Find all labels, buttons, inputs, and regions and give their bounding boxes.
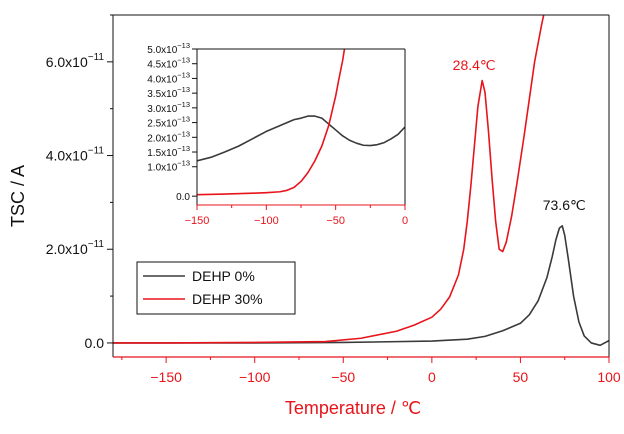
x-tick-label: −100 bbox=[239, 369, 271, 385]
inset-y-tick-label: 1.5x10−13 bbox=[147, 144, 190, 159]
inset-series-line-dehp-30 bbox=[197, 49, 346, 196]
inset-y-tick-label: 3.5x10−13 bbox=[147, 85, 190, 100]
inset-y-tick-mantissa: 2.5x10 bbox=[147, 119, 177, 130]
series-line-dehp-30 bbox=[113, 15, 545, 344]
inset-y-tick-label: 0.0 bbox=[176, 192, 190, 203]
inset-y-tick-exponent: −13 bbox=[177, 115, 190, 124]
y-tick-label: 4.0x10−11 bbox=[46, 146, 105, 164]
y-tick-mantissa: 2.0x10 bbox=[46, 241, 88, 257]
x-tick-label: −50 bbox=[331, 369, 355, 385]
inset-y-tick-mantissa: 2.0x10 bbox=[147, 133, 177, 144]
inset-y-tick-label: 5.0x10−13 bbox=[147, 41, 190, 56]
inset-y-tick-exponent: −13 bbox=[177, 100, 190, 109]
inset-y-tick-exponent: −13 bbox=[177, 129, 190, 138]
inset-y-tick-label: 2.5x10−13 bbox=[147, 115, 190, 130]
y-tick-mantissa: 6.0x10 bbox=[46, 54, 88, 70]
y-tick-label: 0.0 bbox=[85, 335, 105, 351]
inset-y-tick-exponent: −13 bbox=[177, 70, 190, 79]
y-tick-mantissa: 0.0 bbox=[85, 335, 105, 351]
series-line-dehp-0 bbox=[113, 225, 609, 347]
inset-y-tick-mantissa: 0.0 bbox=[176, 192, 190, 203]
y-tick-exponent: −11 bbox=[88, 52, 105, 63]
inset-y-tick-exponent: −13 bbox=[177, 85, 190, 94]
inset-y-tick-exponent: −13 bbox=[177, 41, 190, 50]
legend-box bbox=[136, 261, 296, 315]
inset-y-tick-mantissa: 5.0x10 bbox=[147, 45, 177, 56]
x-tick-label: 0 bbox=[428, 369, 436, 385]
x-tick-label: 50 bbox=[513, 369, 529, 385]
inset-x-tick-label: −150 bbox=[185, 215, 210, 227]
y-tick-label: 6.0x10−11 bbox=[46, 52, 105, 70]
legend-label: DEHP 30% bbox=[192, 291, 263, 307]
inset-y-tick-label: 4.0x10−13 bbox=[147, 70, 190, 85]
peak-annotation-73: 73.6℃ bbox=[543, 197, 586, 213]
inset-y-tick-mantissa: 1.5x10 bbox=[147, 148, 177, 159]
inset-y-tick-label: 4.5x10−13 bbox=[147, 56, 190, 71]
inset-series-line-dehp-0 bbox=[197, 115, 405, 162]
inset-background bbox=[197, 49, 405, 205]
y-tick-label: 2.0x10−11 bbox=[46, 239, 105, 257]
x-axis-title: Temperature / ℃ bbox=[285, 398, 421, 418]
inset-y-tick-exponent: −13 bbox=[177, 159, 190, 168]
y-axis-title: TSC / A bbox=[8, 165, 28, 227]
x-tick-label: 100 bbox=[597, 369, 621, 385]
inset-y-tick-mantissa: 4.0x10 bbox=[147, 74, 177, 85]
inset-y-tick-label: 1.0x10−13 bbox=[147, 159, 190, 174]
y-tick-exponent: −11 bbox=[88, 239, 105, 250]
inset-y-tick-exponent: −13 bbox=[177, 144, 190, 153]
y-tick-exponent: −11 bbox=[88, 146, 105, 157]
inset-y-tick-mantissa: 1.0x10 bbox=[147, 163, 177, 174]
inset-y-tick-mantissa: 3.0x10 bbox=[147, 104, 177, 115]
legend-label: DEHP 0% bbox=[192, 268, 255, 284]
x-tick-label: −150 bbox=[150, 369, 182, 385]
inset-y-tick-label: 3.0x10−13 bbox=[147, 100, 190, 115]
legend: DEHP 0% DEHP 30% bbox=[136, 261, 296, 315]
peak-annotation-28: 28.4℃ bbox=[453, 57, 496, 73]
y-tick-mantissa: 4.0x10 bbox=[46, 148, 88, 164]
inset-x-tick-label: −100 bbox=[254, 215, 279, 227]
inset-y-tick-label: 2.0x10−13 bbox=[147, 129, 190, 144]
inset-y-tick-exponent: −13 bbox=[177, 56, 190, 65]
inset-x-tick-label: 0 bbox=[402, 215, 408, 227]
inset-x-tick-label: −50 bbox=[326, 215, 345, 227]
inset-y-tick-mantissa: 3.5x10 bbox=[147, 89, 177, 100]
inset-y-tick-mantissa: 4.5x10 bbox=[147, 60, 177, 71]
